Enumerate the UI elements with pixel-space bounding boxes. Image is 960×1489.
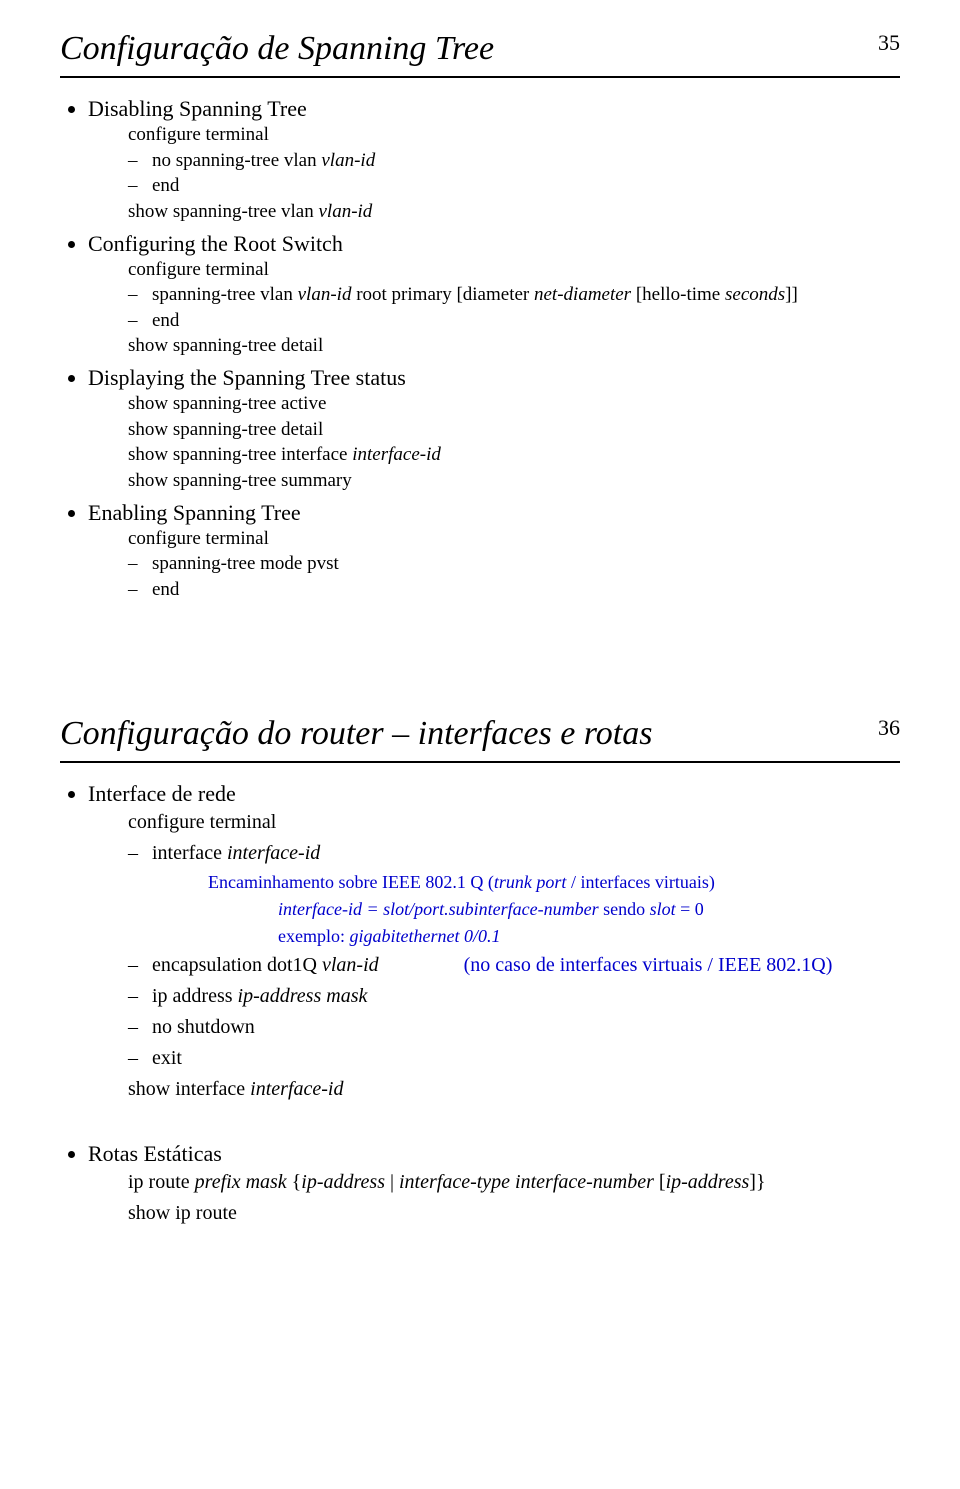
cmd-arg: vlan-id xyxy=(318,201,372,222)
slide-35: 35 Configuração de Spanning Tree Disabli… xyxy=(0,0,960,655)
cmd-line: show spanning-tree active xyxy=(88,391,900,417)
cmd-arg: interface-id xyxy=(250,1078,343,1100)
bullet-list: Interface de rede configure terminal int… xyxy=(60,781,900,1105)
cmd-group: interface interface-id xyxy=(88,838,900,869)
cmd-arg: interface-id xyxy=(352,444,441,465)
cmd-text: show interface xyxy=(128,1078,250,1100)
cmd-line: show spanning-tree summary xyxy=(88,468,900,494)
cmd-line: show spanning-tree detail xyxy=(88,333,900,359)
cmd-group: spanning-tree vlan vlan-id root primary … xyxy=(88,282,900,333)
cmd-line: end xyxy=(152,308,900,334)
cmd-line: ip route prefix mask {ip-address | inter… xyxy=(88,1167,900,1198)
cmd-text: [hello-time xyxy=(631,284,725,305)
cmd-arg: prefix mask xyxy=(195,1171,287,1193)
cmd-arg: interface-id xyxy=(227,842,320,864)
title-rule xyxy=(60,761,900,763)
page-number: 36 xyxy=(878,715,900,741)
bullet-list: Disabling Spanning Tree configure termin… xyxy=(60,96,900,603)
cmd-line: spanning-tree vlan vlan-id root primary … xyxy=(152,282,900,308)
section-heading: Disabling Spanning Tree xyxy=(88,96,307,121)
cmd-group: encapsulation dot1Q vlan-id (no caso de … xyxy=(88,950,900,1074)
cmd-line: show ip route xyxy=(88,1198,900,1229)
cmd-line: configure terminal xyxy=(88,526,900,552)
spacer xyxy=(60,1121,900,1135)
note-text: sendo xyxy=(599,899,650,919)
cmd-text: [ xyxy=(654,1171,666,1193)
cmd-text: spanning-tree vlan xyxy=(152,284,298,305)
cmd-line: show spanning-tree detail xyxy=(88,417,900,443)
cmd-arg: vlan-id xyxy=(298,284,352,305)
section-heading: Rotas Estáticas xyxy=(88,1141,222,1166)
cmd-text: root primary [diameter xyxy=(351,284,534,305)
cmd-arg: net-diameter xyxy=(534,284,631,305)
note-text: = 0 xyxy=(676,899,704,919)
note-line: interface-id = slot/port.subinterface-nu… xyxy=(88,896,900,923)
page-number: 35 xyxy=(878,30,900,56)
cmd-text: no spanning-tree vlan xyxy=(152,150,321,171)
cmd-line: exit xyxy=(152,1043,900,1074)
cmd-line: interface interface-id xyxy=(152,838,900,869)
cmd-line: show interface interface-id xyxy=(88,1074,900,1105)
section-static-routes: Rotas Estáticas ip route prefix mask {ip… xyxy=(88,1141,900,1229)
cmd-arg: ip-address xyxy=(666,1171,750,1193)
slide-title: Configuração de Spanning Tree xyxy=(60,30,900,72)
cmd-text: encapsulation dot1Q xyxy=(152,954,322,976)
cmd-arg: seconds xyxy=(725,284,785,305)
note-text: (no caso de interfaces virtuais / IEEE 8… xyxy=(464,950,833,981)
section-heading: Interface de rede xyxy=(88,781,236,806)
section-heading: Enabling Spanning Tree xyxy=(88,500,301,525)
cmd-text: show spanning-tree vlan xyxy=(128,201,318,222)
note-text: / interfaces virtuais) xyxy=(566,872,714,892)
note-line: Encaminhamento sobre IEEE 802.1 Q (trunk… xyxy=(88,869,900,896)
section-heading: Displaying the Spanning Tree status xyxy=(88,365,406,390)
section-interface: Interface de rede configure terminal int… xyxy=(88,781,900,1105)
note-text: exemplo: xyxy=(278,926,349,946)
cmd-text: show spanning-tree interface xyxy=(128,444,352,465)
section-root-switch: Configuring the Root Switch configure te… xyxy=(88,231,900,360)
cmd-line: no spanning-tree vlan vlan-id xyxy=(152,148,900,174)
cmd-group: no spanning-tree vlan vlan-id end xyxy=(88,148,900,199)
cmd-group: spanning-tree mode pvst end xyxy=(88,551,900,602)
cmd-arg: ip-address xyxy=(301,1171,385,1193)
note-arg: interface-id = slot/port.subinterface-nu… xyxy=(278,899,599,919)
section-displaying: Displaying the Spanning Tree status show… xyxy=(88,365,900,494)
cmd-arg: ip-address mask xyxy=(238,985,368,1007)
cmd-arg: interface-type interface-number xyxy=(399,1171,654,1193)
cmd-text: ]] xyxy=(785,284,798,305)
cmd-line: configure terminal xyxy=(88,807,900,838)
section-disabling: Disabling Spanning Tree configure termin… xyxy=(88,96,900,225)
slide-36: 36 Configuração do router – interfaces e… xyxy=(0,655,960,1281)
title-rule xyxy=(60,76,900,78)
cmd-line: spanning-tree mode pvst xyxy=(152,551,900,577)
cmd-line: configure terminal xyxy=(88,257,900,283)
note-arg: slot xyxy=(650,899,676,919)
note-line: exemplo: gigabitethernet 0/0.1 xyxy=(88,923,900,950)
cmd-text: ip route xyxy=(128,1171,195,1193)
note-text: Encaminhamento sobre IEEE 802.1 Q ( xyxy=(208,872,494,892)
cmd-text: ip address xyxy=(152,985,238,1007)
note-arg: gigabitethernet 0/0.1 xyxy=(349,926,500,946)
cmd-line: configure terminal xyxy=(88,122,900,148)
section-heading: Configuring the Root Switch xyxy=(88,231,343,256)
cmd-arg: vlan-id xyxy=(321,150,375,171)
cmd-line: ip address ip-address mask xyxy=(152,981,900,1012)
cmd-line: end xyxy=(152,577,900,603)
cmd-text: ]} xyxy=(749,1171,765,1193)
cmd-text: interface xyxy=(152,842,227,864)
cmd-line: no shutdown xyxy=(152,1012,900,1043)
slide-title: Configuração do router – interfaces e ro… xyxy=(60,715,900,757)
spacer xyxy=(60,1107,900,1121)
cmd-line: end xyxy=(152,173,900,199)
note-arg: trunk port xyxy=(494,872,567,892)
cmd-text: { xyxy=(287,1171,302,1193)
bullet-list: Rotas Estáticas ip route prefix mask {ip… xyxy=(60,1141,900,1229)
cmd-text: | xyxy=(385,1171,399,1193)
cmd-arg: vlan-id xyxy=(322,954,379,976)
cmd-line: encapsulation dot1Q vlan-id (no caso de … xyxy=(152,950,900,981)
cmd-line: show spanning-tree interface interface-i… xyxy=(88,442,900,468)
cmd-line: show spanning-tree vlan vlan-id xyxy=(88,199,900,225)
section-enabling: Enabling Spanning Tree configure termina… xyxy=(88,500,900,603)
